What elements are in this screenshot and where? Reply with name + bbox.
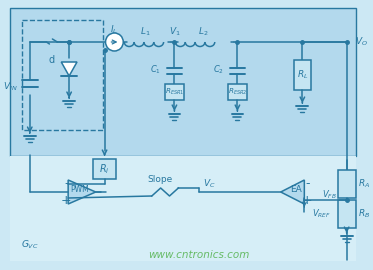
Text: $R_{ESR1}$: $R_{ESR1}$ [164, 87, 184, 97]
Bar [10, 156, 203, 261]
Bar [22, 20, 103, 130]
Text: PWM: PWM [70, 185, 89, 194]
Text: $V_{REF}$: $V_{REF}$ [312, 208, 331, 220]
Polygon shape [281, 180, 304, 204]
Text: $V_{IN}$: $V_{IN}$ [3, 81, 18, 93]
Text: $R_L$: $R_L$ [297, 69, 308, 81]
Text: $R_B$: $R_B$ [358, 208, 371, 220]
Bar [338, 200, 355, 228]
Bar [93, 159, 116, 179]
Text: $R_A$: $R_A$ [358, 178, 371, 190]
Text: $V_O$: $V_O$ [354, 36, 367, 48]
Text: -: - [64, 177, 68, 191]
Circle shape [106, 33, 123, 51]
Text: $R_i$: $R_i$ [99, 162, 110, 176]
Text: $C_2$: $C_2$ [213, 64, 224, 76]
Text: $L_1$: $L_1$ [140, 26, 150, 38]
Bar [164, 84, 184, 100]
Bar [10, 8, 357, 156]
Text: www.cntronics.com: www.cntronics.com [148, 250, 250, 260]
Text: +: + [302, 194, 313, 207]
Text: $R_{ESR2}$: $R_{ESR2}$ [228, 87, 247, 97]
Text: EA: EA [291, 185, 303, 194]
Text: -: - [305, 177, 310, 191]
Polygon shape [61, 62, 77, 76]
Text: $V_{FB}$: $V_{FB}$ [322, 189, 337, 201]
Text: $V_1$: $V_1$ [169, 26, 180, 38]
Bar [338, 170, 355, 198]
Polygon shape [68, 180, 96, 204]
Text: $G_{VC}$: $G_{VC}$ [21, 239, 39, 251]
Bar [228, 84, 247, 100]
Text: Slope: Slope [147, 176, 172, 184]
Text: $V_C$: $V_C$ [203, 178, 215, 190]
Text: d: d [48, 55, 54, 65]
Bar [203, 156, 357, 261]
Text: $L_2$: $L_2$ [198, 26, 208, 38]
Text: $I_L$: $I_L$ [110, 24, 118, 36]
Text: +: + [61, 194, 72, 207]
Text: $C_1$: $C_1$ [150, 64, 161, 76]
Bar [294, 60, 311, 90]
